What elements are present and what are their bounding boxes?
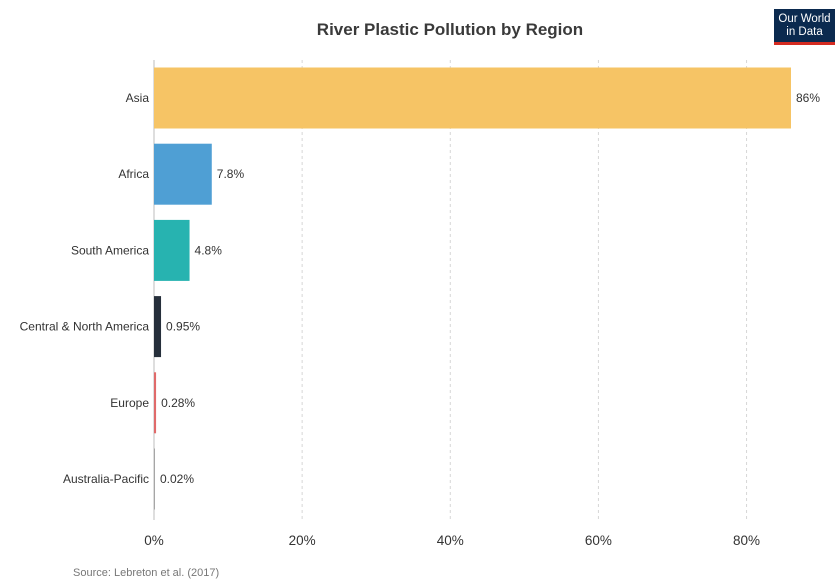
bar[interactable] bbox=[154, 372, 157, 434]
x-axis-ticks: 0% 20% 40% 60% 80% bbox=[144, 533, 760, 548]
bar[interactable] bbox=[154, 143, 212, 205]
x-tick-label: 80% bbox=[733, 533, 760, 548]
bar[interactable] bbox=[154, 219, 190, 281]
bar[interactable] bbox=[154, 67, 791, 129]
owid-logo[interactable]: Our World in Data bbox=[774, 9, 835, 45]
source-note: Source: Lebreton et al. (2017) bbox=[73, 567, 220, 579]
x-tick-label: 20% bbox=[289, 533, 316, 548]
logo-line-2: in Data bbox=[786, 26, 823, 38]
category-label: Africa bbox=[118, 167, 149, 181]
chart-title: River Plastic Pollution by Region bbox=[316, 20, 584, 39]
logo-line-1: Our World bbox=[778, 13, 831, 25]
x-tick-label: 40% bbox=[437, 533, 464, 548]
bar[interactable] bbox=[154, 296, 162, 358]
bar-chart: Asia 86% Africa 7.8% South America 4.8% Centra… bbox=[20, 60, 821, 548]
category-label: Central & North America bbox=[20, 320, 150, 334]
category-label: Europe bbox=[110, 396, 149, 410]
value-label: 0.28% bbox=[161, 396, 195, 410]
labels: Asia 86% Africa 7.8% South America 4.8% Centra… bbox=[20, 91, 821, 486]
value-label: 0.02% bbox=[160, 472, 194, 486]
x-tick-label: 60% bbox=[585, 533, 612, 548]
category-label: Australia-Pacific bbox=[63, 472, 149, 486]
value-label: 7.8% bbox=[217, 167, 245, 181]
value-label: 4.8% bbox=[195, 243, 223, 257]
value-label: 0.95% bbox=[166, 320, 200, 334]
grid-lines bbox=[153, 60, 748, 520]
bars bbox=[154, 67, 791, 510]
x-tick-label: 0% bbox=[144, 533, 164, 548]
category-label: Asia bbox=[126, 91, 150, 105]
category-label: South America bbox=[71, 243, 149, 257]
bar[interactable] bbox=[154, 448, 155, 510]
value-label: 86% bbox=[796, 91, 820, 105]
